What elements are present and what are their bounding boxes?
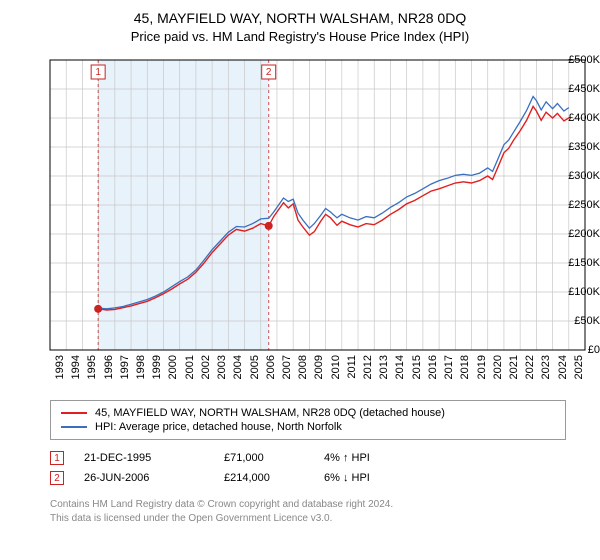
- legend-label: HPI: Average price, detached house, Nort…: [95, 421, 342, 433]
- legend-item: HPI: Average price, detached house, Nort…: [61, 420, 555, 434]
- y-tick-label: £400K: [556, 112, 600, 124]
- legend-label: 45, MAYFIELD WAY, NORTH WALSHAM, NR28 0D…: [95, 407, 445, 419]
- marker-date: 26-JUN-2006: [84, 472, 204, 484]
- footer-line2: This data is licensed under the Open Gov…: [50, 512, 566, 526]
- chart-title: 45, MAYFIELD WAY, NORTH WALSHAM, NR28 0D…: [0, 0, 600, 26]
- y-tick-label: £100K: [556, 286, 600, 298]
- marker-number-box: 1: [50, 451, 64, 465]
- marker-price: £214,000: [224, 472, 304, 484]
- legend-item: 45, MAYFIELD WAY, NORTH WALSHAM, NR28 0D…: [61, 406, 555, 420]
- chart-subtitle: Price paid vs. HM Land Registry's House …: [0, 26, 600, 50]
- marker-row: 2 26-JUN-2006 £214,000 6% ↓ HPI: [50, 468, 566, 488]
- marker-pct: 4% ↑ HPI: [324, 452, 370, 464]
- marker-row: 1 21-DEC-1995 £71,000 4% ↑ HPI: [50, 448, 566, 468]
- footer-attribution: Contains HM Land Registry data © Crown c…: [50, 498, 566, 525]
- y-tick-label: £450K: [556, 83, 600, 95]
- x-tick-label: 2025: [573, 355, 600, 379]
- y-tick-label: £150K: [556, 257, 600, 269]
- svg-text:1: 1: [95, 67, 101, 78]
- y-tick-label: £250K: [556, 199, 600, 211]
- y-tick-label: £200K: [556, 228, 600, 240]
- marker-table: 1 21-DEC-1995 £71,000 4% ↑ HPI 2 26-JUN-2006 £…: [50, 448, 566, 488]
- y-tick-label: £50K: [556, 315, 600, 327]
- legend-swatch: [61, 426, 87, 428]
- legend-swatch: [61, 412, 87, 414]
- svg-text:2: 2: [266, 67, 272, 78]
- y-tick-label: £350K: [556, 141, 600, 153]
- legend-box: 45, MAYFIELD WAY, NORTH WALSHAM, NR28 0D…: [50, 400, 566, 440]
- footer-line1: Contains HM Land Registry data © Crown c…: [50, 498, 566, 512]
- y-tick-label: £500K: [556, 54, 600, 66]
- marker-price: £71,000: [224, 452, 304, 464]
- marker-date: 21-DEC-1995: [84, 452, 204, 464]
- marker-pct: 6% ↓ HPI: [324, 472, 370, 484]
- chart-svg: 12: [0, 50, 600, 390]
- marker-number-box: 2: [50, 471, 64, 485]
- y-tick-label: £300K: [556, 170, 600, 182]
- chart-area: 12 £0£50K£100K£150K£200K£250K£300K£350K£…: [0, 50, 600, 390]
